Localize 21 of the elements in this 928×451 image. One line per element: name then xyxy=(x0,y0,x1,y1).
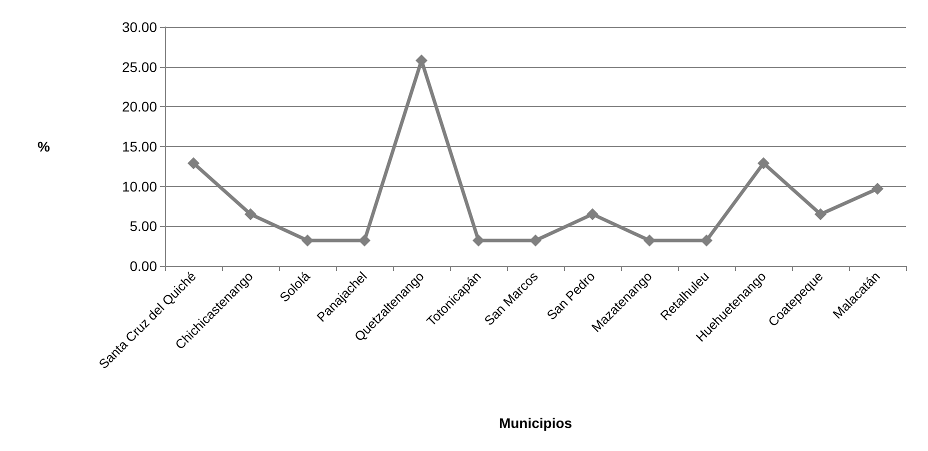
y-tick-label: 0.00 xyxy=(130,258,158,274)
point xyxy=(700,234,712,247)
y-tick-label: 25.00 xyxy=(122,58,158,75)
y-tick-label: 5.00 xyxy=(130,218,158,234)
y-tick-label: 15.00 xyxy=(122,138,158,154)
point xyxy=(758,157,770,170)
point xyxy=(188,157,200,170)
y-tick-label: 20.00 xyxy=(122,98,158,115)
point xyxy=(814,208,826,220)
y-tick-label: 30.00 xyxy=(122,19,158,35)
point xyxy=(872,182,884,195)
point xyxy=(530,234,542,247)
point xyxy=(358,234,370,247)
point xyxy=(244,208,256,220)
point xyxy=(586,208,598,220)
x-axis-title: Municipios xyxy=(498,415,572,431)
point xyxy=(644,234,656,247)
y-tick-label: 10.00 xyxy=(122,178,158,194)
point xyxy=(302,234,314,247)
point xyxy=(472,234,484,247)
y-axis-title: % xyxy=(38,138,51,154)
